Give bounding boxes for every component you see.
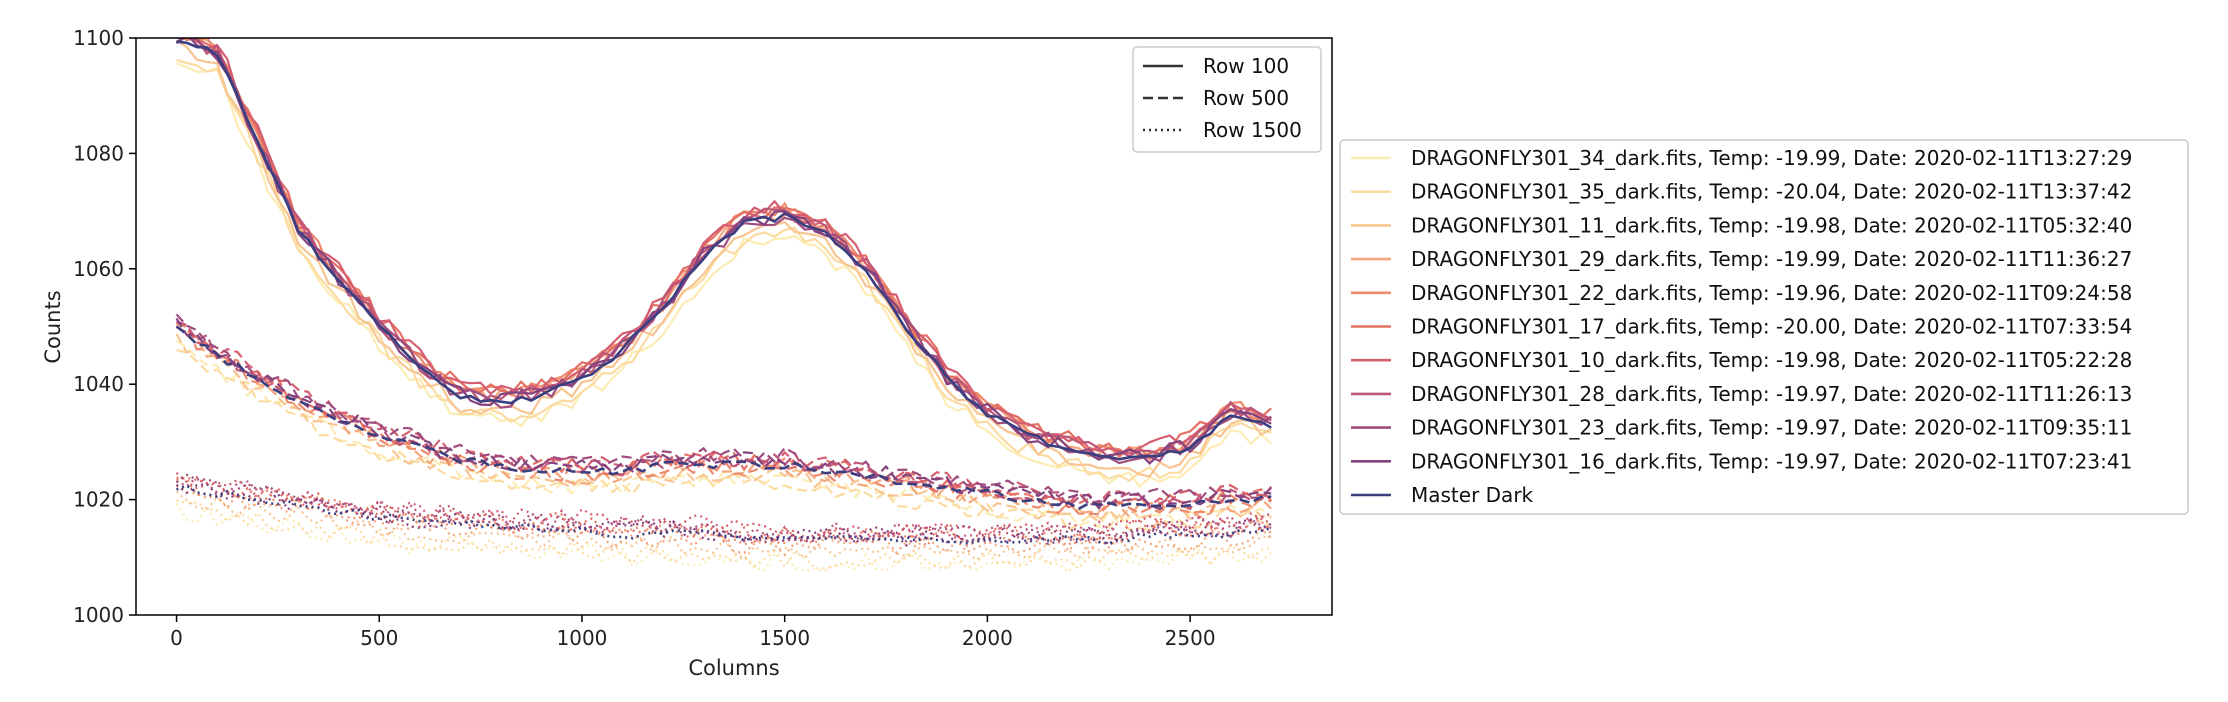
frame-line bbox=[176, 499, 1272, 571]
y-tick-label: 1040 bbox=[73, 372, 124, 396]
frame-line bbox=[175, 484, 1272, 557]
series-layer bbox=[175, 38, 1273, 574]
frame-line bbox=[176, 58, 1272, 483]
series-legend-label: DRAGONFLY301_35_dark.fits, Temp: -20.04,… bbox=[1411, 180, 2132, 204]
y-tick-label: 1060 bbox=[73, 257, 124, 281]
style-legend-label: Row 100 bbox=[1203, 54, 1289, 78]
y-tick-label: 1100 bbox=[73, 26, 124, 50]
x-tick-label: 2000 bbox=[962, 626, 1013, 650]
frame-line bbox=[175, 39, 1272, 478]
x-axis-label: Columns bbox=[688, 656, 779, 680]
frame-line bbox=[175, 473, 1272, 545]
x-tick-label: 1500 bbox=[759, 626, 810, 650]
style-legend-label: Row 500 bbox=[1203, 86, 1289, 110]
y-tick-label: 1080 bbox=[73, 141, 124, 165]
series-legend-label: DRAGONFLY301_10_dark.fits, Temp: -19.98,… bbox=[1411, 348, 2132, 372]
x-tick-label: 1000 bbox=[557, 626, 608, 650]
style-legend-label: Row 1500 bbox=[1203, 118, 1302, 142]
frame-line bbox=[175, 339, 1272, 530]
series-legend-label: DRAGONFLY301_28_dark.fits, Temp: -19.97,… bbox=[1411, 382, 2132, 406]
series-legend-label: DRAGONFLY301_34_dark.fits, Temp: -19.99,… bbox=[1411, 146, 2132, 170]
master-dark-line bbox=[175, 325, 1272, 511]
series-legend-label: DRAGONFLY301_16_dark.fits, Temp: -19.97,… bbox=[1411, 449, 2132, 473]
frame-line bbox=[175, 38, 1272, 465]
frame-line bbox=[192, 38, 1272, 455]
frame-line bbox=[176, 476, 1273, 548]
series-legend-label: DRAGONFLY301_22_dark.fits, Temp: -19.96,… bbox=[1411, 281, 2132, 305]
plot-frame bbox=[135, 37, 1333, 616]
series-legend: DRAGONFLY301_34_dark.fits, Temp: -19.99,… bbox=[1339, 139, 2189, 515]
x-tick-label: 2500 bbox=[1165, 626, 1216, 650]
series-legend-label: DRAGONFLY301_11_dark.fits, Temp: -19.98,… bbox=[1411, 213, 2132, 237]
series-legend-label: DRAGONFLY301_17_dark.fits, Temp: -20.00,… bbox=[1411, 315, 2132, 339]
frame-line bbox=[181, 38, 1272, 458]
frame-line bbox=[175, 323, 1272, 519]
y-tick-label: 1000 bbox=[73, 603, 124, 627]
master-dark-line bbox=[176, 40, 1272, 461]
x-tick-label: 0 bbox=[170, 626, 183, 650]
axis-ticks: 0 500 1000 1500 2000 2500 1000 1020 1040 1060 1080… bbox=[73, 26, 1215, 650]
style-legend-box bbox=[1132, 46, 1322, 153]
y-tick-label: 1020 bbox=[73, 488, 124, 512]
master-dark-line bbox=[176, 484, 1272, 545]
x-tick-label: 500 bbox=[360, 626, 398, 650]
style-legend: Row 100 Row 500 Row 1500 bbox=[1132, 46, 1322, 153]
series-legend-label: DRAGONFLY301_29_dark.fits, Temp: -19.99,… bbox=[1411, 247, 2132, 271]
frame-line bbox=[176, 321, 1272, 508]
frame-line bbox=[176, 476, 1272, 545]
frame-line bbox=[176, 326, 1273, 509]
series-legend-label: DRAGONFLY301_23_dark.fits, Temp: -19.97,… bbox=[1411, 416, 2132, 440]
frame-line bbox=[175, 313, 1272, 506]
series-legend-box bbox=[1339, 139, 2189, 515]
frame-line bbox=[176, 349, 1272, 532]
y-axis-label: Counts bbox=[41, 290, 65, 363]
series-legend-label: Master Dark bbox=[1411, 483, 1534, 507]
frame-line bbox=[176, 475, 1272, 542]
frame-line bbox=[176, 62, 1272, 489]
